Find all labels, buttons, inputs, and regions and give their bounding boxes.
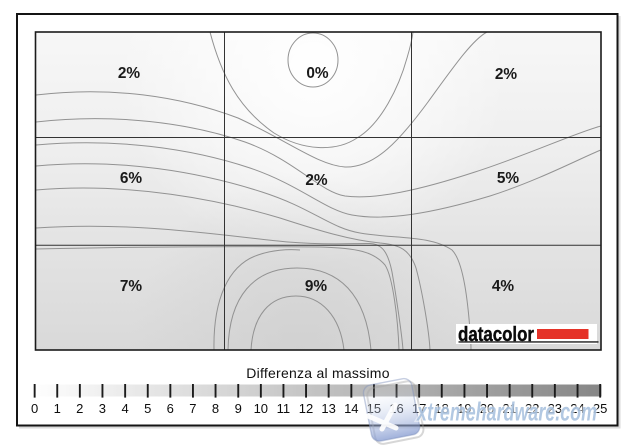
- svg-text:4: 4: [121, 401, 128, 416]
- svg-text:18: 18: [434, 401, 448, 416]
- svg-text:25: 25: [593, 401, 607, 416]
- svg-text:Differenza al massimo: Differenza al massimo: [246, 365, 390, 381]
- svg-text:5: 5: [144, 401, 151, 416]
- svg-text:0%: 0%: [306, 65, 329, 82]
- svg-text:7: 7: [189, 401, 196, 416]
- svg-text:0: 0: [31, 401, 38, 416]
- svg-text:2%: 2%: [118, 65, 141, 82]
- svg-text:19: 19: [457, 401, 471, 416]
- svg-text:8: 8: [212, 401, 219, 416]
- svg-text:9: 9: [235, 401, 242, 416]
- svg-text:xtremehardware.com: xtremehardware.com: [416, 397, 597, 427]
- svg-text:12: 12: [299, 401, 313, 416]
- svg-text:datacolor: datacolor: [458, 324, 534, 346]
- svg-text:5%: 5%: [497, 170, 520, 187]
- svg-text:7%: 7%: [120, 278, 143, 295]
- svg-text:20: 20: [480, 401, 494, 416]
- svg-text:14: 14: [344, 401, 358, 416]
- svg-text:6: 6: [167, 401, 174, 416]
- svg-text:1: 1: [54, 401, 61, 416]
- svg-text:2%: 2%: [305, 172, 328, 189]
- svg-text:3: 3: [99, 401, 106, 416]
- svg-text:11: 11: [277, 401, 291, 416]
- svg-text:23: 23: [548, 401, 562, 416]
- svg-text:22: 22: [525, 401, 539, 416]
- svg-text:2%: 2%: [495, 66, 518, 83]
- svg-text:4%: 4%: [492, 278, 515, 295]
- svg-text:6%: 6%: [120, 170, 143, 187]
- svg-text:10: 10: [254, 401, 268, 416]
- svg-text:2: 2: [76, 401, 83, 416]
- svg-text:13: 13: [321, 401, 335, 416]
- svg-text:9%: 9%: [305, 278, 328, 295]
- svg-text:21: 21: [502, 401, 516, 416]
- svg-text:24: 24: [570, 401, 584, 416]
- svg-text:xtremehardware.com: xtremehardware.com: [416, 397, 597, 427]
